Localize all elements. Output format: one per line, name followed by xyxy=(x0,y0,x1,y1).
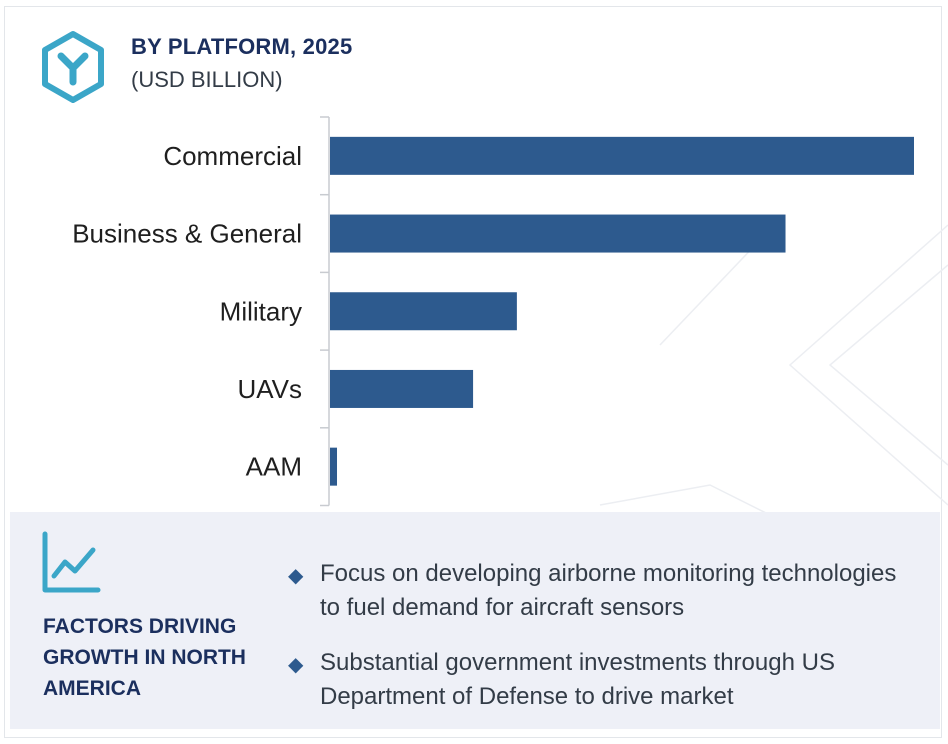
factor-bullet: ◆ Substantial government investments thr… xyxy=(288,646,908,718)
factor-text: Substantial government investments throu… xyxy=(320,649,835,710)
cube-icon xyxy=(42,31,104,103)
category-label: Military xyxy=(220,296,302,326)
bar-military xyxy=(330,292,517,331)
chart-title: BY PLATFORM, 2025 xyxy=(131,34,353,59)
trend-chart-icon xyxy=(42,531,101,593)
bar-commercial xyxy=(330,136,914,175)
bar-uavs xyxy=(330,369,474,408)
chart-subtitle: (USD BILLION) xyxy=(131,67,283,92)
bar-business-general xyxy=(330,214,786,253)
category-label: UAVs xyxy=(237,374,302,404)
category-label: AAM xyxy=(246,452,302,482)
factors-title: FACTORS DRIVING GROWTH IN NORTH AMERICA xyxy=(43,615,246,700)
diamond-bullet-icon: ◆ xyxy=(288,654,304,676)
diamond-bullet-icon: ◆ xyxy=(288,565,304,587)
bar-chart: Commercial Business & General Military UAVs… xyxy=(72,116,914,507)
factor-text: Focus on developing airborne monitoring … xyxy=(320,560,897,621)
factor-bullet: ◆ Focus on developing airborne monitorin… xyxy=(288,557,908,629)
bar-aam xyxy=(330,447,338,486)
category-label: Commercial xyxy=(163,141,302,171)
factors-panel: FACTORS DRIVING GROWTH IN NORTH AMERICA … xyxy=(10,512,940,729)
category-label: Business & General xyxy=(72,219,302,249)
